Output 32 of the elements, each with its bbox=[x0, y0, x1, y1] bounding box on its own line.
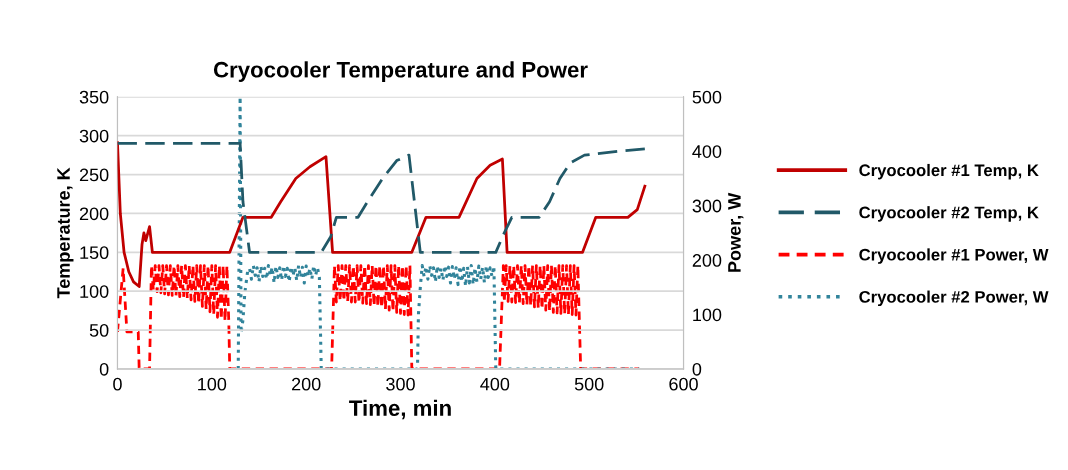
chart-title: Cryocooler Temperature and Power bbox=[213, 61, 588, 82]
legend-label: Cryocooler #1 Power, W bbox=[859, 248, 1049, 264]
y-axis-title: Temperature, K bbox=[57, 167, 74, 299]
y-tick-label: 0 bbox=[99, 362, 109, 376]
y2-tick-label: 100 bbox=[693, 308, 722, 322]
y2-tick-label: 400 bbox=[692, 145, 722, 158]
x-tick-label: 500 bbox=[574, 377, 604, 391]
line-series bbox=[117, 141, 647, 288]
y2-tick-label: 300 bbox=[692, 199, 722, 213]
x-tick-label: 0 bbox=[113, 377, 122, 391]
y2-tick-label: 0 bbox=[692, 362, 702, 376]
x-tick-label: 400 bbox=[480, 377, 510, 391]
y-tick-label: 100 bbox=[80, 285, 109, 298]
y-tick-label: 300 bbox=[79, 129, 109, 143]
line-series bbox=[117, 142, 647, 254]
legend-label: Cryocooler #2 Temp, K bbox=[859, 206, 1039, 222]
x-tick-label: 100 bbox=[198, 377, 227, 391]
legend-label: Cryocooler #2 Power, W bbox=[859, 290, 1049, 307]
y-tick-label: 350 bbox=[79, 90, 109, 104]
line-series bbox=[236, 96, 641, 369]
y-tick-label: 50 bbox=[89, 324, 109, 337]
y2-tick-label: 200 bbox=[692, 254, 722, 267]
x-tick-label: 200 bbox=[292, 377, 321, 391]
legend-label: Cryocooler #1 Temp, K bbox=[859, 163, 1039, 180]
x-tick-label: 600 bbox=[669, 377, 698, 391]
y-tick-label: 150 bbox=[80, 246, 109, 260]
y2-tick-label: 500 bbox=[692, 90, 722, 104]
x-tick-label: 300 bbox=[386, 377, 415, 391]
y-tick-label: 200 bbox=[79, 207, 109, 221]
x-axis-title: Time, min bbox=[349, 399, 451, 420]
y-tick-label: 250 bbox=[79, 168, 109, 182]
y2-axis-title: Power, W bbox=[728, 192, 744, 272]
